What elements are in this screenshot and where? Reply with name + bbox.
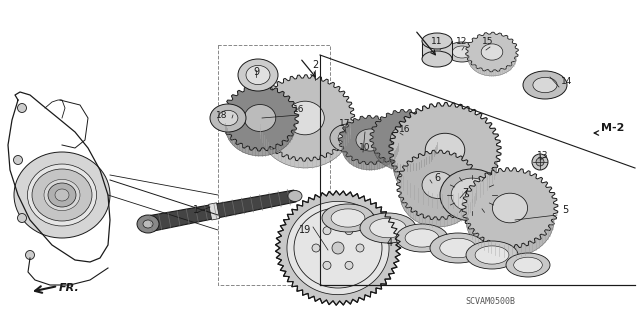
Circle shape xyxy=(356,244,364,252)
Ellipse shape xyxy=(430,233,486,263)
Ellipse shape xyxy=(446,42,478,62)
Polygon shape xyxy=(287,201,389,295)
Polygon shape xyxy=(422,41,452,59)
Ellipse shape xyxy=(55,189,69,201)
Ellipse shape xyxy=(400,163,476,227)
Ellipse shape xyxy=(338,130,358,146)
Ellipse shape xyxy=(440,169,504,221)
Text: SCVAM0500B: SCVAM0500B xyxy=(465,298,515,307)
Circle shape xyxy=(13,155,22,165)
Ellipse shape xyxy=(285,101,324,135)
Ellipse shape xyxy=(32,169,92,221)
Ellipse shape xyxy=(514,257,542,273)
Polygon shape xyxy=(370,109,440,167)
Text: 9: 9 xyxy=(253,67,259,77)
Text: 14: 14 xyxy=(561,78,573,86)
Circle shape xyxy=(323,261,331,269)
Ellipse shape xyxy=(288,190,302,202)
Ellipse shape xyxy=(48,183,76,207)
Ellipse shape xyxy=(330,124,366,152)
Circle shape xyxy=(345,261,353,269)
Text: 2: 2 xyxy=(312,60,318,70)
Ellipse shape xyxy=(390,126,419,150)
Ellipse shape xyxy=(422,172,454,198)
Circle shape xyxy=(536,158,544,166)
Ellipse shape xyxy=(342,126,398,170)
Ellipse shape xyxy=(506,253,550,277)
Text: 4: 4 xyxy=(387,238,393,248)
Circle shape xyxy=(332,242,344,254)
Text: 7: 7 xyxy=(462,188,468,198)
Ellipse shape xyxy=(370,218,406,238)
Text: 15: 15 xyxy=(483,38,493,47)
Text: 6: 6 xyxy=(434,173,440,183)
Circle shape xyxy=(323,227,331,235)
Ellipse shape xyxy=(492,193,527,223)
Ellipse shape xyxy=(373,119,437,171)
Ellipse shape xyxy=(294,208,382,288)
Ellipse shape xyxy=(452,46,472,58)
Polygon shape xyxy=(209,203,220,220)
Text: 10: 10 xyxy=(359,143,371,152)
Ellipse shape xyxy=(28,164,97,226)
Ellipse shape xyxy=(425,133,465,167)
Ellipse shape xyxy=(259,88,351,168)
Ellipse shape xyxy=(396,224,448,252)
Ellipse shape xyxy=(533,77,557,93)
Circle shape xyxy=(26,250,35,259)
Circle shape xyxy=(312,244,320,252)
Polygon shape xyxy=(462,168,558,248)
Ellipse shape xyxy=(137,215,159,233)
Polygon shape xyxy=(147,190,296,232)
Ellipse shape xyxy=(143,220,153,228)
Ellipse shape xyxy=(218,110,238,126)
Polygon shape xyxy=(397,150,479,220)
Ellipse shape xyxy=(246,65,270,85)
Text: 18: 18 xyxy=(216,110,228,120)
Ellipse shape xyxy=(331,209,365,227)
Polygon shape xyxy=(221,85,298,151)
Ellipse shape xyxy=(422,51,452,67)
Ellipse shape xyxy=(238,59,278,91)
Ellipse shape xyxy=(225,96,295,156)
Ellipse shape xyxy=(393,120,497,208)
Ellipse shape xyxy=(210,104,246,132)
Text: FR.: FR. xyxy=(59,283,80,293)
Text: 16: 16 xyxy=(293,106,305,115)
Ellipse shape xyxy=(244,105,276,131)
Circle shape xyxy=(17,103,26,113)
Ellipse shape xyxy=(360,213,416,243)
Ellipse shape xyxy=(356,129,384,151)
Ellipse shape xyxy=(14,152,110,238)
Text: 13: 13 xyxy=(537,151,548,160)
Text: 16: 16 xyxy=(399,125,411,135)
Polygon shape xyxy=(466,32,518,72)
Polygon shape xyxy=(389,102,501,197)
Ellipse shape xyxy=(481,44,503,60)
Polygon shape xyxy=(255,75,355,161)
Text: M-2: M-2 xyxy=(601,123,625,133)
Polygon shape xyxy=(339,115,401,165)
Ellipse shape xyxy=(322,204,374,232)
Ellipse shape xyxy=(44,179,80,211)
Ellipse shape xyxy=(405,229,439,247)
Text: 1: 1 xyxy=(193,205,199,215)
Text: 19: 19 xyxy=(299,225,311,235)
Ellipse shape xyxy=(466,183,554,257)
Circle shape xyxy=(345,227,353,235)
Circle shape xyxy=(532,154,548,170)
Text: 17: 17 xyxy=(339,118,351,128)
Ellipse shape xyxy=(451,178,493,212)
Ellipse shape xyxy=(422,33,452,49)
Text: 12: 12 xyxy=(456,38,468,47)
Ellipse shape xyxy=(440,238,476,258)
Circle shape xyxy=(17,213,26,222)
Ellipse shape xyxy=(466,241,518,269)
Polygon shape xyxy=(275,191,401,305)
Ellipse shape xyxy=(523,71,567,99)
Ellipse shape xyxy=(475,246,509,264)
Text: 5: 5 xyxy=(562,205,568,215)
Ellipse shape xyxy=(468,40,516,76)
Text: 11: 11 xyxy=(431,38,443,47)
